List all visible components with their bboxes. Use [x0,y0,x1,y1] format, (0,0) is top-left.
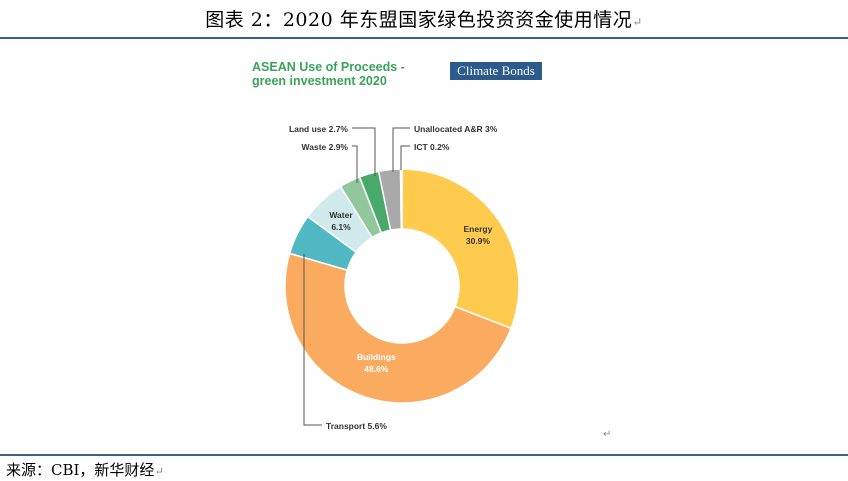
source-note: 来源：CBI，新华财经↵ [6,461,164,479]
callout-label-ict: ICT 0.2% [414,142,450,152]
slice-energy [401,168,520,330]
slice-ict [399,168,403,230]
slice-buildings [284,252,513,404]
slice-value-water: 6.1% [331,222,351,232]
paragraph-mark-icon: ↵ [154,465,164,478]
callout-label-unallocated-a-r: Unallocated A&R 3% [414,124,498,134]
slice-label-water: Water [329,210,353,220]
climate-bonds-logo: Climate Bonds [450,62,542,80]
top-rule [0,37,848,39]
figure-title: 图表 2：2020 年东盟国家绿色投资资金使用情况↵ [205,9,643,31]
callout-line-unallocated-a-r [392,127,410,172]
paragraph-mark-icon: ↵ [632,15,643,29]
callout-line-ict [400,145,410,170]
slice-value-energy: 30.9% [466,236,491,246]
slice-value-buildings: 48.6% [364,364,389,374]
callout-label-waste: Waste 2.9% [302,142,349,152]
chart-title-line-2: green investment 2020 [252,74,387,88]
bottom-rule [0,454,848,456]
callout-line-transport [303,254,322,426]
callout-label-transport: Transport 5.6% [326,421,387,431]
slice-label-buildings: Buildings [357,352,396,362]
callout-line-land-use [352,127,376,176]
slice-label-energy: Energy [464,224,493,234]
callout-label-land-use: Land use 2.7% [289,124,348,134]
paragraph-mark-icon: ↵ [603,429,612,440]
chart-title-line-1: ASEAN Use of Proceeds - [252,60,405,74]
chart-title: ASEAN Use of Proceeds - green investment… [252,60,432,88]
callout-line-waste [352,145,358,183]
